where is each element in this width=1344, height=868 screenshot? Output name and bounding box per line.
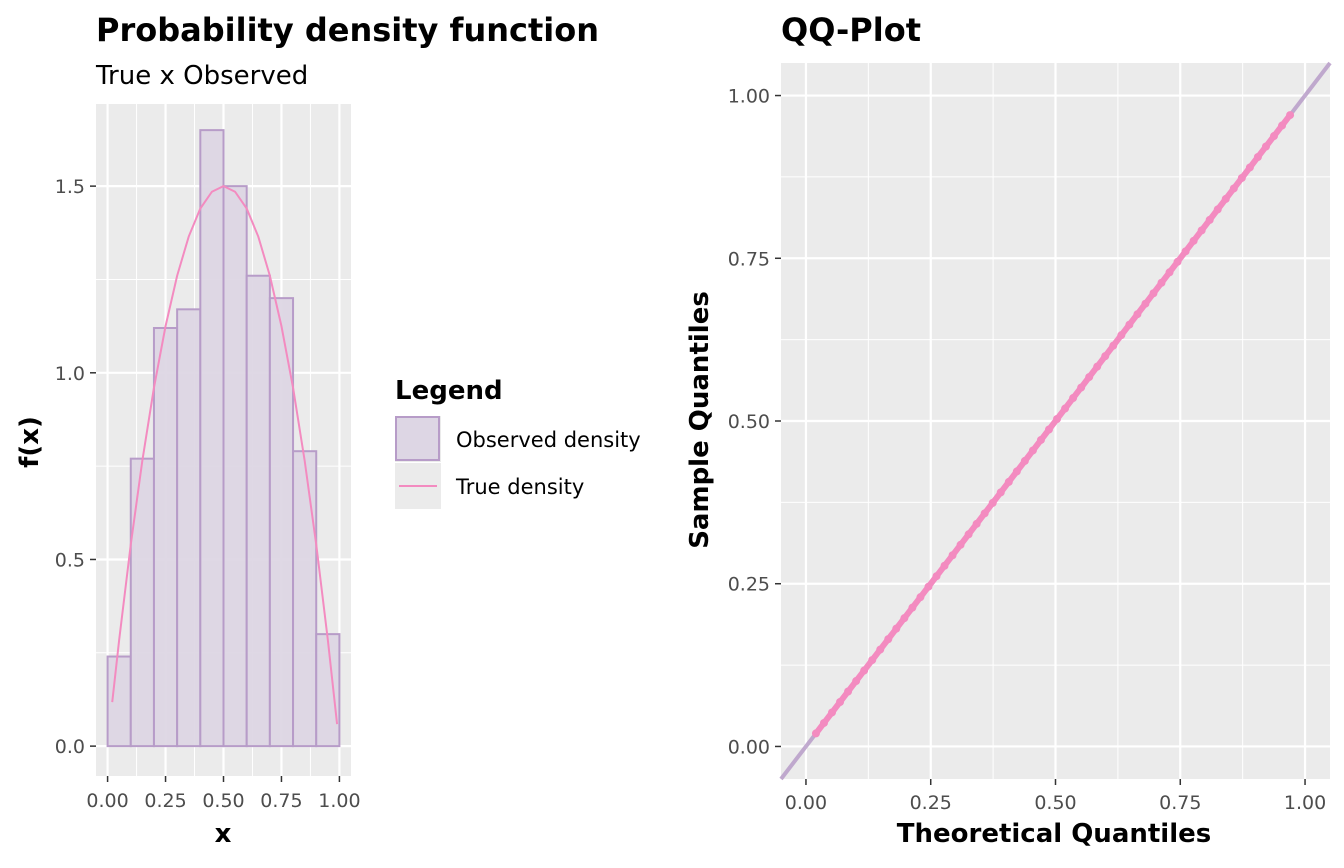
histogram-bars xyxy=(106,129,341,748)
qq-chart-title: QQ-Plot xyxy=(781,11,921,49)
qq-x-axis-label: Theoretical Quantiles xyxy=(897,819,1212,849)
qq-y-axis-label: Sample Quantiles xyxy=(685,291,715,549)
true-density-line xyxy=(111,185,339,725)
histogram-bar xyxy=(292,450,318,748)
pdf-x-axis-label: x xyxy=(215,819,232,849)
pdf-y-axis-label: f(x) xyxy=(15,416,45,468)
x-tick-label: 0.25 xyxy=(910,792,952,814)
y-tick-label: 0.25 xyxy=(728,574,770,596)
pdf-chart-subtitle: True x Observed xyxy=(95,61,308,91)
x-tick-label: 0.75 xyxy=(1159,792,1201,814)
y-tick-label: 0.5 xyxy=(55,549,85,571)
histogram-bar xyxy=(152,327,179,748)
x-tick-label: 1.00 xyxy=(1284,792,1326,814)
y-tick-label: 0.00 xyxy=(728,736,770,758)
pdf-x-ticks: 0.00 0.25 0.50 0.75 1.00 xyxy=(86,776,361,812)
histogram-bar xyxy=(129,457,155,748)
y-tick-label: 0.0 xyxy=(55,736,85,758)
legend-item-observed: Observed density xyxy=(395,416,641,462)
x-tick-label: 0.25 xyxy=(144,790,186,812)
legend: Legend Observed density True density xyxy=(395,376,641,509)
x-tick-label: 0.00 xyxy=(785,792,827,814)
histogram-bar xyxy=(222,185,248,748)
qq-points-band xyxy=(812,112,1294,737)
qq-x-ticks: 0.00 0.25 0.50 0.75 1.00 xyxy=(785,779,1326,814)
legend-label-observed: Observed density xyxy=(456,428,641,452)
x-tick-label: 0.50 xyxy=(1034,792,1076,814)
x-tick-label: 0.50 xyxy=(202,790,244,812)
histogram-bar xyxy=(315,633,341,748)
x-tick-label: 0.00 xyxy=(86,790,128,812)
legend-item-true: True density xyxy=(395,463,584,509)
histogram-bar xyxy=(106,655,132,748)
qq-gridlines xyxy=(781,63,1330,779)
legend-key-observed-swatch xyxy=(395,416,440,461)
qq-y-ticks: 0.00 0.25 0.50 0.75 1.00 xyxy=(728,86,781,758)
qq-chart: QQ-Plot 0.00 0.25 0.50 0.75 1.00 0.00 0.25 0.5… xyxy=(685,11,1332,849)
legend-label-true: True density xyxy=(455,475,584,499)
y-tick-label: 0.50 xyxy=(728,411,770,433)
y-tick-label: 1.00 xyxy=(728,86,770,108)
histogram-bar xyxy=(199,129,225,748)
pdf-chart-title: Probability density function xyxy=(96,11,599,49)
pdf-y-ticks: 0.0 0.5 1.0 1.5 xyxy=(55,176,96,758)
qq-points xyxy=(811,111,1295,738)
y-tick-label: 1.0 xyxy=(55,363,85,385)
histogram-bar xyxy=(176,308,202,748)
x-tick-label: 1.00 xyxy=(318,790,360,812)
y-tick-label: 0.75 xyxy=(728,248,770,270)
histogram-bar xyxy=(245,274,271,748)
pdf-chart: Probability density function True x Obse… xyxy=(15,11,599,849)
legend-title: Legend xyxy=(395,376,503,406)
x-tick-label: 0.75 xyxy=(260,790,302,812)
y-tick-label: 1.5 xyxy=(55,176,85,198)
